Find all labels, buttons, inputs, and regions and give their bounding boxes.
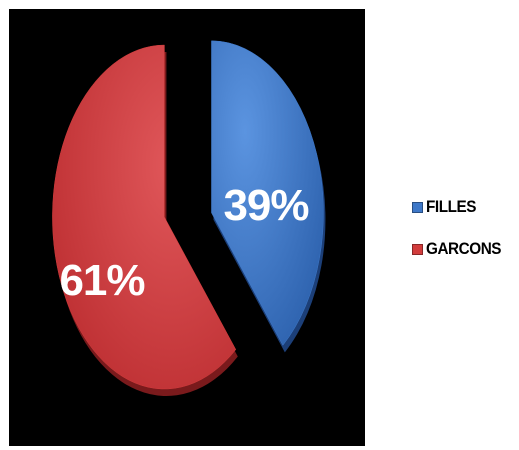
legend-swatch-filles [412, 202, 423, 213]
legend-swatch-garcons [412, 244, 423, 255]
pie-plot-area: 39% 61% [9, 9, 365, 446]
legend-label-filles: FILLES [426, 197, 476, 217]
data-label-filles: 39% [223, 181, 308, 230]
legend-label-garcons: GARCONS [426, 239, 501, 259]
legend-item-garcons: GARCONS [412, 238, 509, 260]
legend: FILLES GARCONS [412, 196, 509, 280]
pie-chart: 39% 61% [9, 9, 365, 446]
pie-slice-garcons [52, 45, 235, 389]
data-label-garcons: 61% [59, 256, 144, 305]
legend-item-filles: FILLES [412, 196, 509, 218]
